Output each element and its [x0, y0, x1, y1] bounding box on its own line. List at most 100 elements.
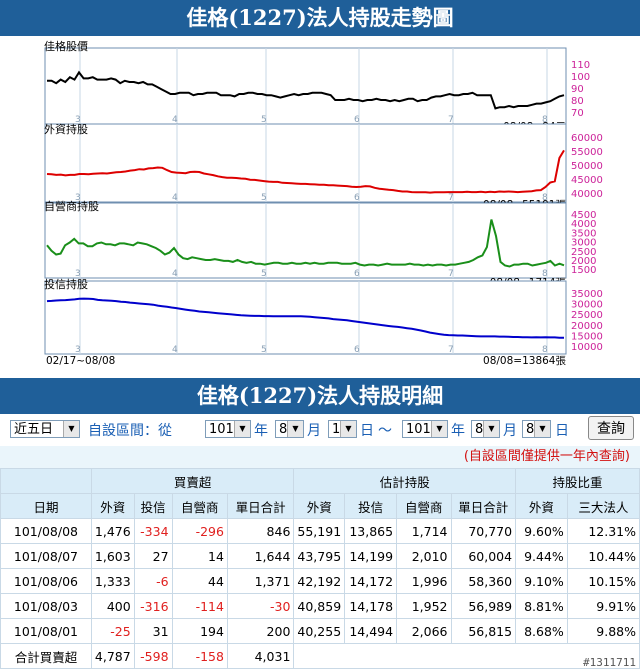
header-big-three-ratio: 三大法人	[566, 493, 640, 519]
table-row: 101/08/08 1,476 -334 -296 846 55,191 13,865 1,7…	[0, 518, 640, 544]
chevron-down-icon: ▼	[287, 421, 303, 437]
header-trust: 投信	[344, 493, 398, 519]
total-cell: 4,031	[226, 643, 295, 669]
month-label: 6	[354, 345, 360, 355]
chart-panel-frame	[44, 123, 567, 203]
table-cell: 14,172	[344, 568, 398, 594]
to-year-select[interactable]: 101 ▼	[402, 420, 448, 438]
y-tick-label: 2000	[571, 256, 596, 267]
chart-panel-frame	[44, 202, 567, 279]
table-cell: 8.81%	[515, 593, 568, 619]
header-date: 日期	[0, 493, 92, 519]
to-day-select[interactable]: 8 ▼	[522, 420, 551, 438]
from-day-value: 1	[332, 422, 341, 437]
to-month-select[interactable]: 8 ▼	[471, 420, 500, 438]
header-dealer: 自營商	[171, 493, 228, 519]
trend-chart-title: 佳格(1227)法人持股走勢圖	[0, 0, 640, 36]
row-date: 101/08/07	[0, 543, 92, 569]
y-tick-label: 45000	[571, 175, 603, 186]
y-tick-label: 35000	[571, 289, 603, 300]
total-cell: 4,787	[90, 643, 135, 669]
month-label: 5	[261, 115, 267, 125]
table-cell: 58,360	[450, 568, 517, 594]
y-tick-label: 60000	[571, 133, 603, 144]
table-cell: 1,714	[396, 518, 452, 544]
month-label: 6	[354, 115, 360, 125]
table-cell: 70,770	[450, 518, 517, 544]
row-date: 101/08/03	[0, 593, 92, 619]
from-year-select[interactable]: 101 ▼	[205, 420, 251, 438]
header-daily-total: 單日合計	[226, 493, 295, 519]
month-label: 4	[172, 115, 178, 125]
table-row: 101/08/03 400 -316 -114 -30 40,859 14,178 1,952…	[0, 593, 640, 619]
to-month-value: 8	[475, 422, 484, 437]
from-year-unit: 年	[254, 423, 268, 439]
range-tilde: ～	[378, 423, 392, 439]
table-group-header-row: 買賣超 估計持股 持股比重	[0, 468, 640, 494]
query-button[interactable]: 查詢	[588, 416, 634, 440]
table-cell: 14,199	[344, 543, 398, 569]
detail-table-title: 佳格(1227)法人持股明細	[0, 378, 640, 414]
y-tick-label: 80	[571, 96, 584, 107]
chevron-down-icon: ▼	[534, 421, 550, 437]
y-tick-label: 4000	[571, 219, 596, 230]
y-tick-label: 100	[571, 72, 590, 83]
header-estimated-holdings: 估計持股	[293, 468, 517, 494]
chart-readout: 08/08=13864張	[483, 355, 566, 367]
y-tick-label: 20000	[571, 321, 603, 332]
chevron-down-icon: ▼	[63, 421, 79, 437]
month-label: 8	[542, 345, 548, 355]
chevron-down-icon: ▼	[431, 421, 447, 437]
month-label: 5	[261, 269, 267, 279]
chart-label: 投信持股	[44, 277, 88, 291]
chart-label: 佳格股價	[44, 39, 88, 53]
row-date: 101/08/08	[0, 518, 92, 544]
y-tick-label: 1500	[571, 265, 596, 276]
table-body: 101/08/08 1,476 -334 -296 846 55,191 13,865 1,7…	[0, 518, 640, 669]
table-cell: 27	[133, 543, 173, 569]
table-cell: 42,192	[293, 568, 346, 594]
y-tick-label: 10000	[571, 342, 603, 353]
table-cell: -296	[171, 518, 228, 544]
period-select[interactable]: 近五日 ▼	[10, 420, 80, 438]
header-foreign: 外資	[293, 493, 346, 519]
from-day-select[interactable]: 1 ▼	[328, 420, 357, 438]
table-cell: 9.44%	[515, 543, 568, 569]
y-tick-label: 50000	[571, 161, 603, 172]
table-cell: 56,815	[450, 618, 517, 644]
chart-panel-frame	[44, 47, 567, 125]
from-day-unit: 日	[360, 423, 374, 439]
table-cell: -114	[171, 593, 228, 619]
y-tick-label: 30000	[571, 300, 603, 311]
table-row: 101/08/07 1,603 27 14 1,644 43,795 14,199 2,010…	[0, 543, 640, 569]
month-label: 3	[75, 115, 81, 125]
table-cell: 10.15%	[566, 568, 640, 594]
table-cell: 1,952	[396, 593, 452, 619]
range-note: (自設區間僅提供一年內查詢)	[0, 446, 640, 468]
y-tick-label: 110	[571, 60, 590, 71]
table-cell: 14	[171, 543, 228, 569]
table-cell: 14,494	[344, 618, 398, 644]
chevron-down-icon: ▼	[234, 421, 250, 437]
table-cell: 194	[171, 618, 228, 644]
table-cell: 9.91%	[566, 593, 640, 619]
month-label: 3	[75, 345, 81, 355]
table-row: 101/08/01 -25 31 194 200 40,255 14,494 2,066 56,…	[0, 618, 640, 644]
table-cell: 1,371	[226, 568, 295, 594]
from-month-select[interactable]: 8 ▼	[275, 420, 304, 438]
chart-label: 自營商持股	[44, 199, 99, 213]
table-cell: 44	[171, 568, 228, 594]
series-line	[46, 149, 565, 194]
chart-label: 外資持股	[44, 122, 88, 136]
header-daily-total: 單日合計	[450, 493, 517, 519]
table-cell: 56,989	[450, 593, 517, 619]
total-empty-cell	[293, 643, 640, 669]
series-line	[47, 70, 565, 110]
month-label: 6	[354, 193, 360, 203]
table-cell: 9.60%	[515, 518, 568, 544]
month-label: 4	[172, 269, 178, 279]
to-year-value: 101	[406, 422, 431, 437]
query-controls: 近五日 ▼ 自設區間：從 101 ▼ 年 8 ▼ 月 1 ▼ 日 ～ 101 ▼ 年 8 ▼…	[0, 414, 640, 446]
month-label: 7	[448, 193, 454, 203]
holdings-table: 買賣超 估計持股 持股比重 日期 外資 投信 自營商 單日合計 外資 投信 自營…	[0, 468, 640, 669]
